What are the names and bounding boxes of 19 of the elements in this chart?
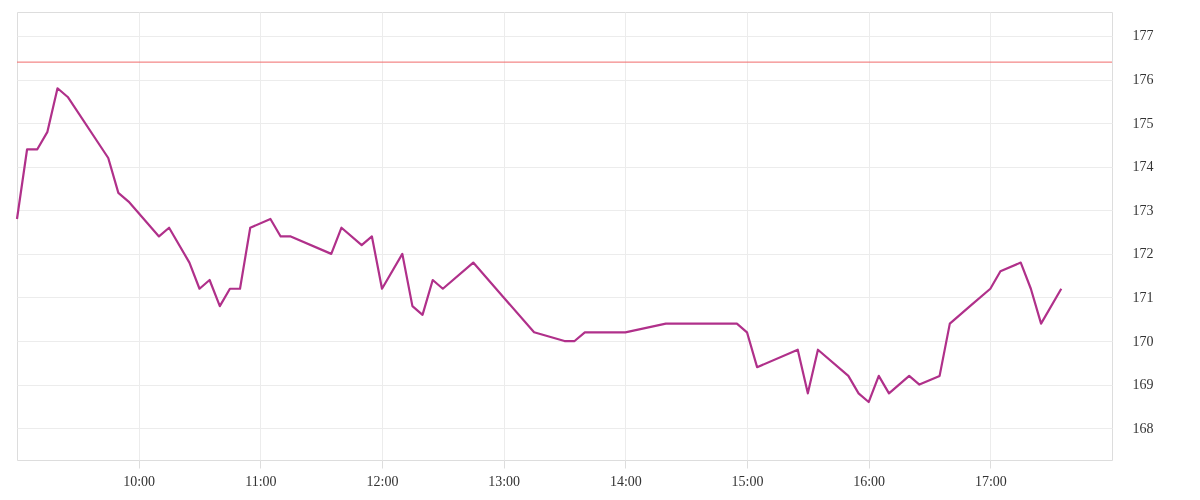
y-tick-label: 171 <box>1132 289 1154 305</box>
y-tick-label: 170 <box>1132 333 1154 349</box>
x-tick-label: 17:00 <box>974 473 1007 489</box>
y-tick-label: 172 <box>1132 246 1154 262</box>
y-tick-label: 175 <box>1132 115 1154 131</box>
y-tick-label: 174 <box>1132 159 1154 175</box>
y-tick-label: 169 <box>1132 377 1154 393</box>
y-tick-label: 176 <box>1132 72 1154 88</box>
y-tick-label: 177 <box>1132 28 1154 44</box>
line-series <box>15 87 1063 404</box>
y-tick-label: 173 <box>1132 202 1154 218</box>
x-tick-label: 13:00 <box>488 473 521 489</box>
x-tick-label: 16:00 <box>853 473 886 489</box>
x-tick-label: 14:00 <box>609 473 642 489</box>
x-tick-label: 12:00 <box>366 473 399 489</box>
x-tick-label: 15:00 <box>731 473 764 489</box>
y-tick-label: 168 <box>1132 420 1154 436</box>
x-tick-label: 11:00 <box>245 473 277 489</box>
x-tick-label: 10:00 <box>123 473 156 489</box>
